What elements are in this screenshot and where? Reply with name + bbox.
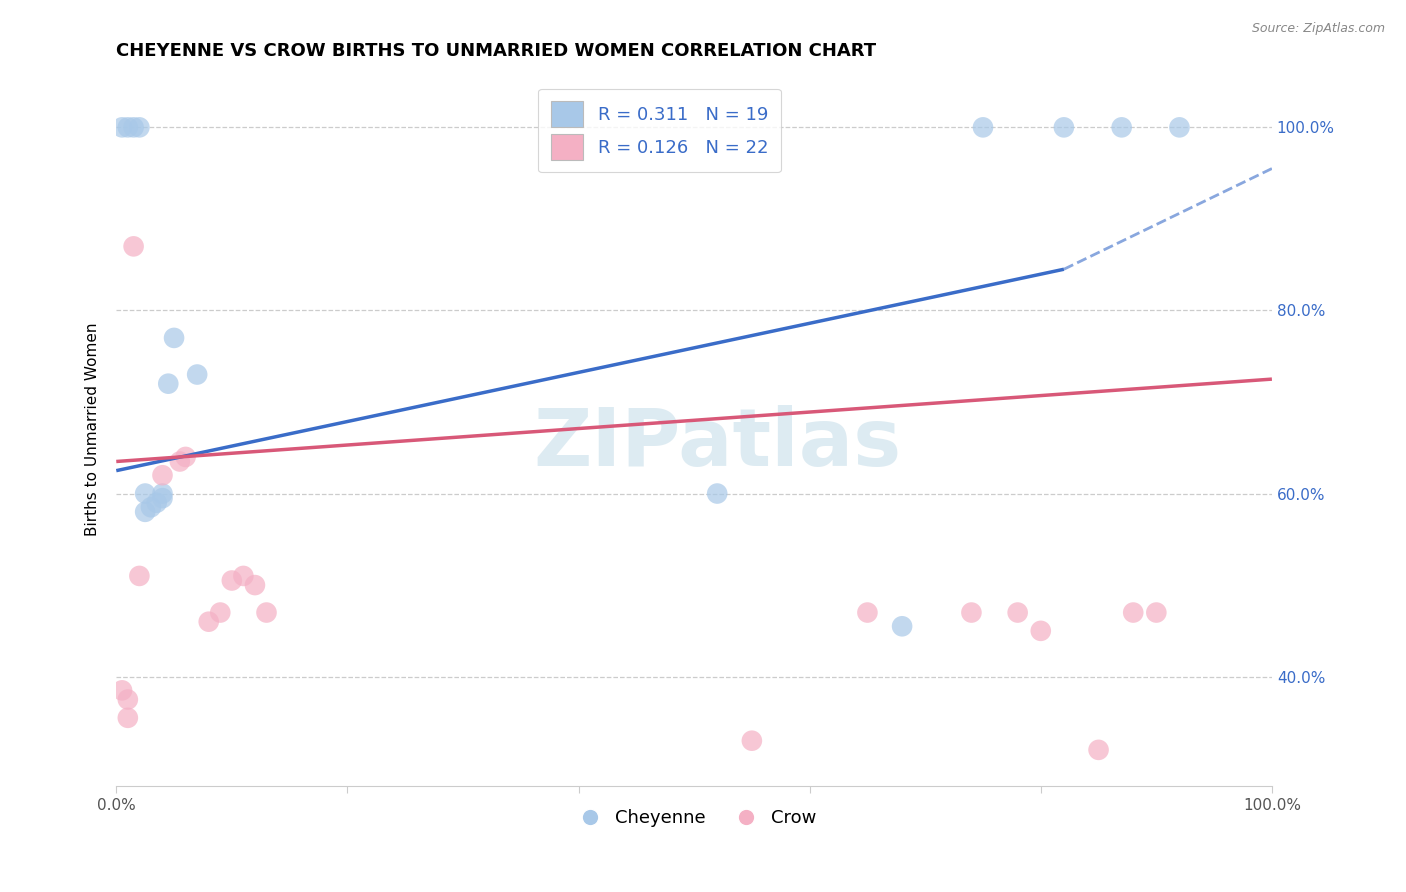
Point — [157, 376, 180, 391]
Point — [1144, 606, 1167, 620]
Point — [1007, 606, 1029, 620]
Text: ZIPatlas: ZIPatlas — [533, 405, 901, 483]
Point — [169, 454, 191, 468]
Point — [1053, 120, 1076, 135]
Point — [134, 505, 156, 519]
Point — [960, 606, 983, 620]
Point — [186, 368, 208, 382]
Point — [117, 692, 139, 706]
Point — [134, 486, 156, 500]
Legend: Cheyenne, Crow: Cheyenne, Crow — [565, 802, 824, 835]
Point — [122, 120, 145, 135]
Point — [174, 450, 197, 464]
Point — [139, 500, 162, 515]
Point — [122, 239, 145, 253]
Text: CHEYENNE VS CROW BIRTHS TO UNMARRIED WOMEN CORRELATION CHART: CHEYENNE VS CROW BIRTHS TO UNMARRIED WOM… — [117, 42, 876, 60]
Point — [145, 496, 167, 510]
Point — [117, 711, 139, 725]
Point — [1122, 606, 1144, 620]
Point — [741, 733, 763, 747]
Point — [128, 569, 150, 583]
Y-axis label: Births to Unmarried Women: Births to Unmarried Women — [86, 323, 100, 536]
Point — [117, 120, 139, 135]
Point — [111, 120, 134, 135]
Point — [891, 619, 914, 633]
Point — [1029, 624, 1052, 638]
Point — [1087, 743, 1109, 757]
Point — [221, 574, 243, 588]
Point — [243, 578, 266, 592]
Point — [163, 331, 186, 345]
Point — [128, 120, 150, 135]
Point — [111, 683, 134, 698]
Point — [1168, 120, 1191, 135]
Point — [152, 468, 174, 483]
Point — [197, 615, 219, 629]
Point — [972, 120, 994, 135]
Text: Source: ZipAtlas.com: Source: ZipAtlas.com — [1251, 22, 1385, 36]
Point — [152, 486, 174, 500]
Point — [256, 606, 278, 620]
Point — [1111, 120, 1133, 135]
Point — [706, 486, 728, 500]
Point — [152, 491, 174, 505]
Point — [232, 569, 254, 583]
Point — [209, 606, 232, 620]
Point — [856, 606, 879, 620]
